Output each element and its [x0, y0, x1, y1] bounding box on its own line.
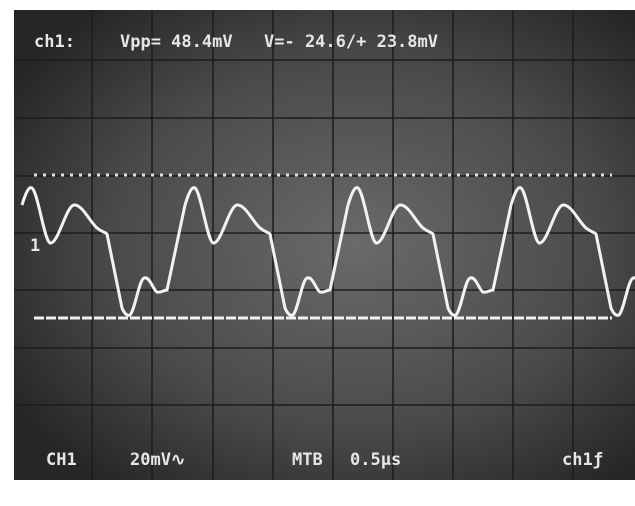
vpp-readout: Vpp= 48.4mV — [120, 32, 233, 52]
footer-channel: CH1 — [46, 450, 77, 470]
voltage-readout: V=- 24.6/+ 23.8mV — [264, 32, 438, 52]
volts-per-div: 20mV∿ — [130, 450, 185, 470]
screen — [14, 10, 635, 480]
timebase-label: MTB — [292, 450, 323, 470]
time-per-div: 0.5µs — [350, 450, 401, 470]
oscilloscope-screenshot: ch1: Vpp= 48.4mV V=- 24.6/+ 23.8mV 1 CH1… — [0, 0, 635, 506]
channel-marker: 1 — [30, 236, 40, 256]
channel-label: ch1: — [34, 32, 75, 52]
trigger-source: ch1ƒ — [562, 450, 603, 470]
